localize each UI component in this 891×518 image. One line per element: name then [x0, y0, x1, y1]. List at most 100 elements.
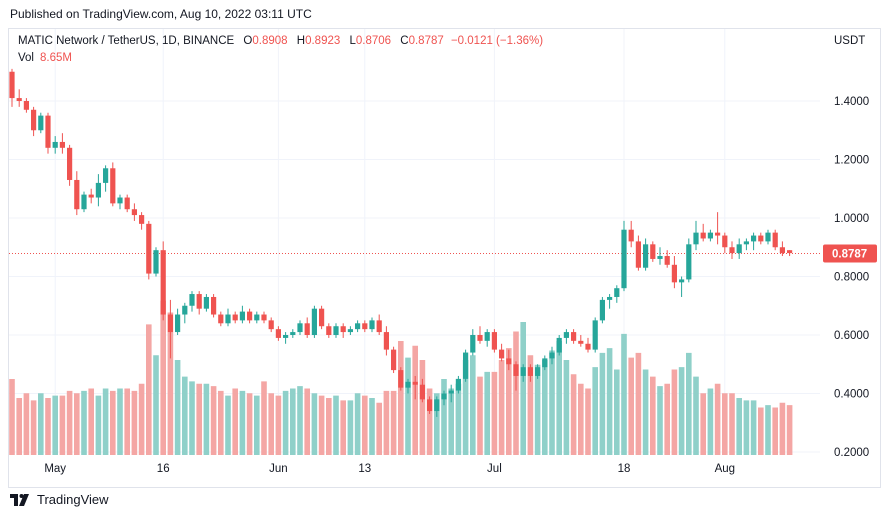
candle-body [671, 264, 677, 283]
brand-footer[interactable]: TradingView [10, 492, 109, 507]
price-tick-label: 1.0000 [834, 213, 869, 225]
volume-label: Vol [18, 52, 34, 64]
candle-body [23, 101, 29, 110]
volume-bar [786, 405, 793, 455]
volume-bar [592, 367, 598, 455]
volume-bar [779, 402, 786, 455]
volume-bar [491, 371, 498, 455]
volume-bar [95, 395, 102, 455]
volume-bar [498, 360, 505, 455]
time-tick-label: Jul [487, 463, 502, 475]
published-notice: Published on TradingView.com, Aug 10, 20… [10, 7, 312, 21]
candle-body [45, 115, 51, 148]
candle-body [182, 305, 188, 315]
candle-body [693, 232, 699, 245]
volume-bar [30, 400, 37, 455]
volume-bar [736, 398, 742, 455]
volume-bar [448, 388, 454, 455]
candle-body [506, 358, 512, 365]
volume-bar [88, 388, 94, 455]
brand-name: TradingView [37, 492, 109, 507]
candle-body [772, 232, 778, 248]
candle-body [139, 215, 145, 224]
time-tick-label: 18 [618, 463, 631, 475]
volume-bar [527, 355, 534, 455]
volume-bar [196, 383, 202, 455]
candle-body [477, 335, 483, 341]
candle-body [16, 98, 22, 101]
volume-bar [131, 390, 138, 455]
volume-bar [671, 369, 678, 455]
candle-body [549, 352, 555, 359]
candle-body [81, 194, 87, 210]
volume-bar [664, 383, 670, 455]
volume-bar [477, 376, 483, 455]
price-axis: 1.4000 1.2000 1.0000 0.8000 0.6000 0.4000 0.20… [834, 96, 869, 459]
volume-bar [578, 383, 584, 455]
candle-body [247, 311, 253, 321]
volume-bar [74, 393, 80, 455]
volume-bar [693, 376, 699, 455]
candle-body [405, 381, 411, 388]
volume-bar [606, 348, 613, 455]
candle-body [124, 197, 130, 210]
candle-body [398, 370, 404, 388]
price-tick-label: 0.4000 [834, 389, 869, 401]
volume-bar [362, 395, 368, 455]
candle-body [592, 320, 598, 350]
candle-body [657, 256, 663, 259]
candle-body [578, 340, 584, 344]
candle-body [268, 320, 274, 330]
last-price-badge: 0.8787 [823, 244, 877, 263]
candle-body [412, 381, 418, 385]
open-value: 0.8908 [252, 35, 288, 47]
candle-body [441, 393, 447, 400]
candle-body [31, 109, 37, 131]
volume-bar [743, 400, 750, 455]
volume-bar [772, 407, 778, 455]
volume-bar [239, 390, 246, 455]
volume-bar [599, 352, 606, 455]
volume-bar [311, 393, 318, 455]
volume-bar [218, 390, 224, 455]
change-value: −0.0121 (−1.36%) [450, 35, 544, 47]
chart-legend: MATIC Network / TetherUS, 1D, BINANCE O0… [18, 35, 543, 47]
candle-body [131, 209, 137, 216]
volume-bar [686, 352, 692, 455]
volume-bar [750, 400, 757, 455]
volume-bar [318, 395, 325, 455]
time-axis: May 16 Jun 13 Jul 18 Aug [44, 463, 735, 475]
symbol-title[interactable]: MATIC Network / TetherUS, 1D, BINANCE [18, 35, 235, 47]
volume-bar [570, 374, 577, 455]
candle-body [347, 329, 353, 333]
candle-body [167, 314, 173, 333]
candle-body [751, 235, 757, 242]
candle-body [146, 223, 152, 274]
volume-bar [16, 398, 22, 455]
high-label: H [296, 35, 306, 47]
candle-body [715, 232, 721, 236]
candle-body [88, 194, 94, 198]
volume-bar [722, 393, 728, 455]
time-tick-label: 16 [157, 463, 170, 475]
chart-frame [8, 28, 881, 488]
volume-legend: Vol 8.65M [18, 52, 72, 64]
candle-body [513, 364, 519, 376]
candle-body [722, 235, 728, 248]
candle-body [290, 332, 296, 335]
candle-body [599, 299, 605, 321]
candle-body [686, 244, 692, 280]
volume-bar [167, 312, 174, 455]
volume-bar [66, 390, 73, 455]
volume-bar [441, 379, 447, 455]
volume-bar [542, 360, 548, 455]
volume-bar [124, 388, 130, 455]
volume-bar [405, 357, 411, 455]
candle-body [434, 399, 440, 412]
volume-bar [282, 390, 289, 455]
candle-body [419, 384, 425, 400]
candle-body [779, 247, 785, 254]
price-tick-label: 0.8000 [834, 272, 869, 284]
volume-bar [138, 383, 145, 455]
